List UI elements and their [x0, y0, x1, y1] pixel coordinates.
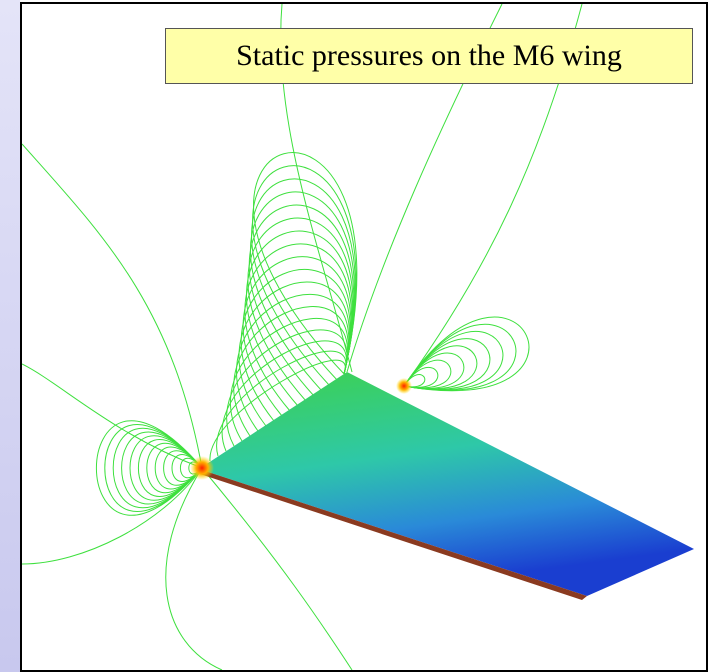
stagnation-point: [190, 456, 214, 480]
tip-stagnation: [396, 378, 412, 394]
wing-surface: [202, 372, 694, 596]
contour: [22, 468, 202, 564]
image-frame: Static pressures on the M6 wing: [20, 2, 708, 672]
contour: [122, 432, 202, 504]
contour: [166, 468, 222, 670]
contour: [404, 346, 477, 389]
contour: [404, 331, 503, 389]
side-strip: [0, 0, 20, 672]
contour: [96, 421, 202, 516]
contour: [105, 424, 202, 511]
contour: [22, 364, 202, 468]
contour: [22, 144, 202, 468]
page: Static pressures on the M6 wing (() => {…: [0, 0, 708, 672]
caption: Static pressures on the M6 wing: [165, 28, 693, 84]
pressure-plot: [22, 4, 706, 670]
